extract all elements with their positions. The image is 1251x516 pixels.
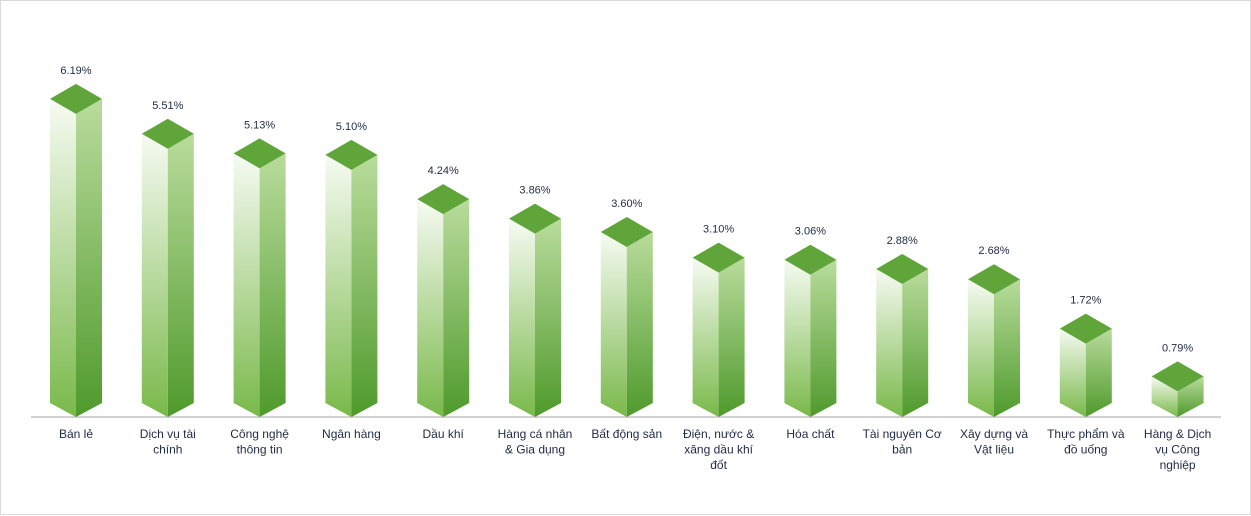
bar-side-face [76,98,102,418]
bar-4 [417,184,470,417]
bar-2 [233,138,286,417]
data-label: 0.79% [1162,342,1193,354]
bar-side-face [167,133,194,417]
bar-side-face [994,279,1020,417]
category-label: Bất động sản [591,427,662,441]
labels-layer: 6.19% Bán lẻ 5.51% Dịch vụ tài chính 5.13% Côn… [59,65,1211,472]
bar-front-face [141,133,168,417]
bar-top-face [692,242,745,273]
bar-3 [325,139,378,418]
bar-9 [876,253,929,417]
bar-front-face [968,279,994,417]
category-label: Công nghệ thông tin [230,427,289,457]
bar-side-face [626,231,653,417]
bar-7 [692,242,745,417]
bar-front-face [784,259,811,417]
bar-front-face [692,257,719,417]
data-label: 3.86% [519,185,550,197]
data-label: 5.13% [244,119,275,131]
category-label: Bán lẻ [59,427,93,441]
bar-10 [968,264,1020,417]
data-label: 3.06% [795,226,826,238]
bar-top-face [1151,361,1204,392]
bar-side-face [1177,376,1204,417]
bar-front-face [1151,376,1178,417]
data-label: 5.51% [152,100,183,112]
bar-side-face [718,257,745,417]
category-label: Thực phẩm và đồ uống [1047,427,1125,457]
bar-side-face [810,259,837,417]
bar-top-face [784,244,837,275]
bar-6 [600,216,653,417]
category-label: Hàng cá nhân & Gia dụng [498,427,573,457]
data-label: 3.10% [703,224,734,236]
bar-8 [784,244,837,417]
bar-top-face [141,118,194,149]
bar-12 [1151,361,1204,417]
bar-front-face [509,218,535,417]
bar-front-face [325,154,352,418]
bar-front-face [600,231,627,417]
data-label: 1.72% [1070,295,1101,307]
bar-front-face [1059,328,1086,417]
category-label: Hàng & Dịch vụ Công nghiệp [1144,427,1211,472]
bar-top-face [417,184,470,215]
bar-side-face [351,154,378,418]
bar-front-face [50,98,76,418]
bar-top-face [233,138,286,169]
category-label: Điện, nước & xăng dầu khí đốt [683,427,754,472]
category-label: Hóa chất [786,427,835,441]
category-label: Tài nguyên Cơ bản [863,427,942,457]
bar-side-face [443,199,470,417]
bar-top-face [600,216,653,247]
category-label: Dịch vụ tài chính [140,427,196,457]
bar-5 [509,203,561,417]
bar-1 [141,118,194,417]
bar-top-face [968,264,1020,295]
bars-layer [50,83,1204,418]
bar-top-face [50,83,102,114]
data-label: 2.88% [887,235,918,247]
bar-0 [50,83,102,418]
bar-side-face [1085,328,1112,417]
data-label: 3.60% [611,198,642,210]
data-label: 6.19% [60,65,91,77]
bar-side-face [259,153,286,417]
bar-side-face [902,268,929,417]
category-label: Dầu khí [423,427,465,441]
bar-top-face [509,203,561,234]
bar-side-face [535,218,561,417]
bar-top-face [1059,313,1112,344]
bar-top-face [876,253,929,284]
data-label: 2.68% [978,245,1009,257]
bar-front-face [233,153,260,417]
bar-top-face [325,139,378,170]
bar-front-face [417,199,444,417]
data-label: 5.10% [336,121,367,133]
bar-11 [1059,313,1112,417]
data-label: 4.24% [428,165,459,177]
category-label: Xây dựng và Vật liệu [960,427,1028,457]
category-label: Ngân hàng [322,427,381,441]
bar-front-face [876,268,903,417]
